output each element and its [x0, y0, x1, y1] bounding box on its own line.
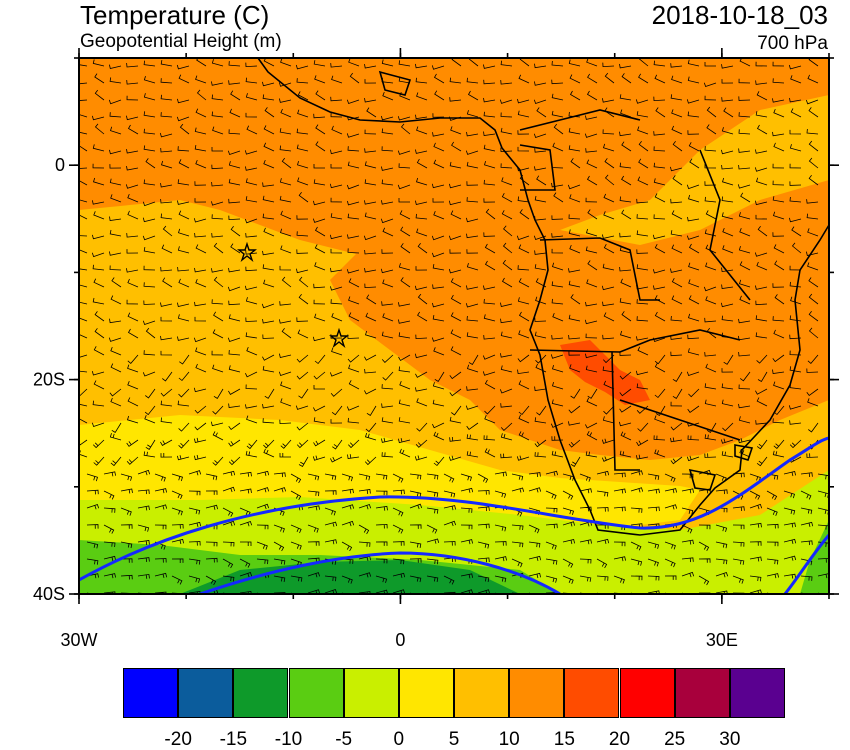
pressure-level: 700 hPa: [757, 33, 828, 54]
colorbar-label: 5: [448, 729, 460, 750]
colorbar: [123, 668, 785, 718]
colorbar-swatch: [288, 668, 344, 718]
plot-area: [79, 58, 829, 594]
colorbar-label: -5: [335, 729, 353, 750]
temp-fill-warm-interior: [330, 180, 829, 460]
colorbar-label: 30: [719, 729, 741, 750]
colorbar-label: -20: [164, 729, 192, 750]
lat-tick-label: 40S: [33, 584, 65, 604]
colorbar-swatch: [398, 668, 454, 718]
temp-fill-hot-core: [560, 340, 650, 405]
colorbar-swatch: [233, 668, 289, 718]
chart-subtitle: Geopotential Height (m): [80, 31, 282, 52]
colorbar-swatch: [674, 668, 730, 718]
height-contours: [79, 436, 829, 594]
colorbar-label: 15: [553, 729, 575, 750]
colorbar-swatch: [564, 668, 620, 718]
lat-tick-label: 0: [55, 155, 65, 175]
colorbar-swatch: [178, 668, 234, 718]
colorbar-swatch: [509, 668, 565, 718]
axis-tick-labels: 30W 0 30E 0 20S 40S: [33, 155, 738, 650]
colorbar-swatch: [123, 668, 179, 718]
colorbar-swatch: [454, 668, 510, 718]
star-marker: [329, 327, 349, 349]
map-frame: [78, 57, 830, 595]
colorbar-label: -15: [219, 729, 248, 750]
colorbar-swatch: [619, 668, 675, 718]
colorbar-label: -10: [274, 729, 303, 750]
axis-ticks: [69, 48, 839, 604]
coastlines: [257, 58, 829, 536]
colorbar-label: 10: [498, 729, 520, 750]
colorbar-swatch: [343, 668, 399, 718]
colorbar-swatch: [729, 668, 785, 718]
valid-time: 2018-10-18_03: [651, 0, 828, 30]
colorbar-label: 0: [393, 729, 405, 750]
colorbar-label: 20: [608, 729, 631, 750]
chart-title: Temperature (C): [80, 0, 270, 30]
lon-tick-label: 30E: [706, 630, 738, 650]
station-markers: [237, 241, 349, 349]
wind-barbs: [79, 58, 829, 594]
lon-tick-label: 0: [395, 630, 405, 650]
lon-tick-label: 30W: [60, 630, 97, 650]
star-marker: [237, 241, 257, 263]
colorbar-label: 25: [664, 729, 686, 750]
temp-fill-coldest-band: [180, 560, 520, 594]
lat-tick-label: 20S: [33, 370, 65, 390]
